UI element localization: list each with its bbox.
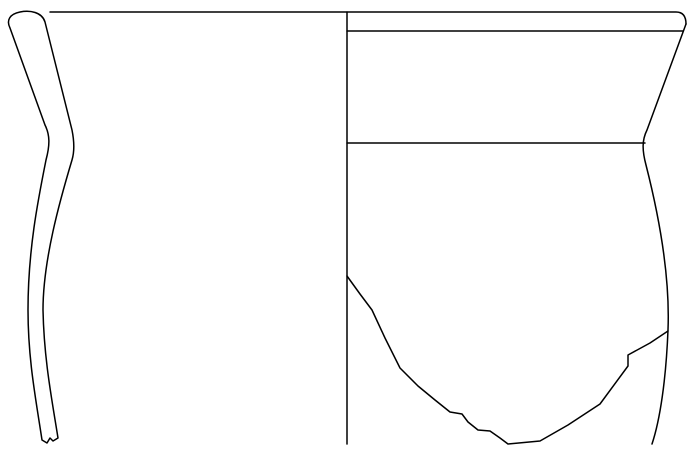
exterior-profile xyxy=(642,23,687,445)
fracture-line xyxy=(346,275,669,445)
wall-section-profile xyxy=(7,10,75,444)
rim-top-line xyxy=(49,11,687,25)
